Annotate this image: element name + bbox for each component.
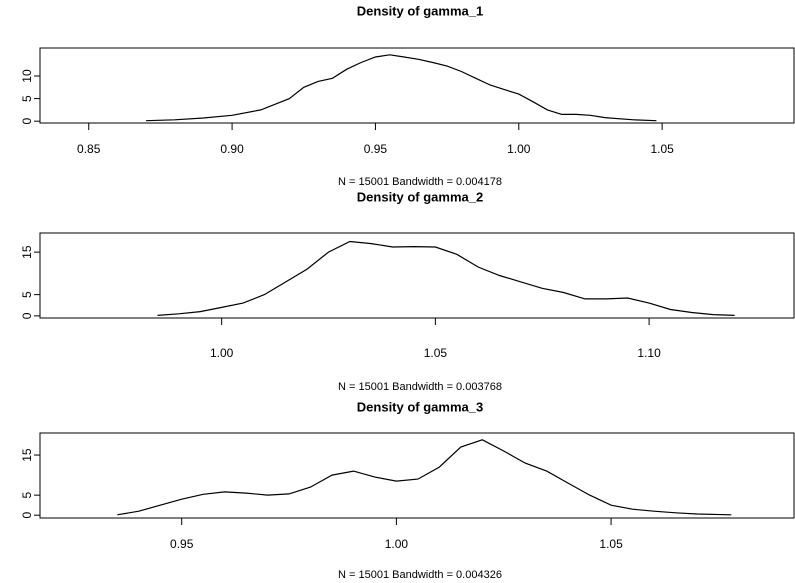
- density-line: [158, 242, 735, 316]
- x-tick-label: 1.00: [385, 537, 409, 551]
- x-tick-label: 1.10: [637, 346, 661, 360]
- x-tick-label: 0.85: [77, 142, 101, 156]
- x-axis-label: N = 15001 Bandwidth = 0.003768: [338, 381, 502, 393]
- y-tick-label: 5: [20, 95, 34, 102]
- x-tick-label: 1.00: [507, 142, 531, 156]
- y-tick-label: 10: [20, 69, 34, 83]
- y-tick-label: 0: [20, 312, 34, 319]
- x-tick-label: 1.05: [424, 346, 448, 360]
- x-tick-label: 1.00: [210, 346, 234, 360]
- x-tick-label: 0.95: [364, 142, 388, 156]
- y-tick-label: 0: [20, 118, 34, 125]
- chart-title: Density of gamma_1: [357, 3, 483, 18]
- plot-box: [40, 233, 794, 318]
- chart-title: Density of gamma_2: [357, 189, 483, 204]
- density-line: [146, 55, 656, 121]
- y-tick-label: 0: [20, 512, 34, 519]
- y-tick-label: 5: [20, 291, 34, 298]
- y-tick-label: 5: [20, 491, 34, 498]
- x-axis-label: N = 15001 Bandwidth = 0.004178: [338, 176, 502, 188]
- density-line: [117, 440, 731, 515]
- plot-box: [40, 433, 794, 518]
- x-tick-label: 0.90: [220, 142, 244, 156]
- x-axis-label: N = 15001 Bandwidth = 0.004326: [338, 569, 502, 581]
- x-tick-label: 1.05: [599, 537, 623, 551]
- chart-title: Density of gamma_3: [357, 399, 483, 414]
- chart: Density of gamma_1 0.85 0.90 0.95 1.00 1.05 0 5…: [0, 0, 795, 583]
- y-tick-label: 15: [20, 245, 34, 259]
- x-tick-label: 0.95: [170, 537, 194, 551]
- x-tick-label: 1.05: [650, 142, 674, 156]
- y-tick-label: 15: [20, 448, 34, 462]
